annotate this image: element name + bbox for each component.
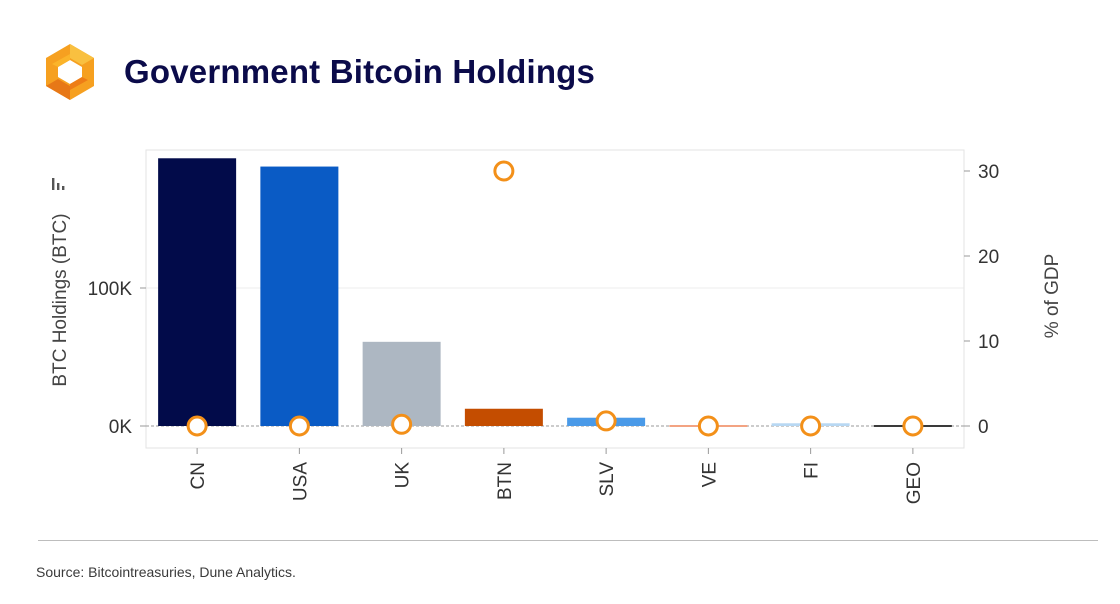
- page-title: Government Bitcoin Holdings: [124, 53, 596, 90]
- gdp-point-geo: [902, 415, 924, 437]
- gdp-point-uk: [391, 413, 413, 435]
- logo-icon: [46, 44, 94, 100]
- bar-cn: [158, 158, 237, 426]
- x-tick-label: FI: [802, 462, 823, 479]
- y-tick-label: 0K: [109, 417, 133, 438]
- divider: [38, 540, 1098, 541]
- bar-chart: 0K 100K 0 10 20 30 BTC Holdings (BTC) % of GDP C…: [50, 149, 1063, 504]
- y2-tick-label: 10: [978, 332, 999, 353]
- x-tick-label: USA: [290, 462, 311, 501]
- bar-uk: [362, 341, 441, 426]
- chart-icon: [52, 178, 65, 190]
- x-tick-label: SLV: [597, 462, 618, 497]
- header: Government Bitcoin Holdings: [38, 40, 595, 104]
- y2-tick-label: 20: [978, 247, 999, 268]
- y2-axis-label: % of GDP: [1042, 254, 1063, 338]
- gdp-point-fi: [800, 415, 822, 437]
- bar-usa: [260, 166, 339, 426]
- gdp-point-btn: [493, 160, 515, 182]
- bar-btn: [464, 408, 543, 426]
- x-tick-label: GEO: [904, 462, 925, 504]
- y2-tick-label: 30: [978, 162, 999, 183]
- x-tick-label: VE: [699, 462, 720, 487]
- x-tick-label: CN: [188, 462, 209, 489]
- source-note: Source: Bitcointreasuries, Dune Analytic…: [36, 564, 296, 580]
- y2-tick-label: 0: [978, 417, 989, 438]
- y-tick-label: 100K: [88, 279, 133, 300]
- y-axis-label: BTC Holdings (BTC): [50, 213, 71, 386]
- gdp-point-cn: [186, 415, 208, 437]
- x-tick-label: BTN: [495, 462, 516, 500]
- gdp-point-ve: [697, 415, 719, 437]
- gdp-point-usa: [288, 415, 310, 437]
- x-tick-label: UK: [393, 462, 414, 489]
- gdp-point-slv: [595, 410, 617, 432]
